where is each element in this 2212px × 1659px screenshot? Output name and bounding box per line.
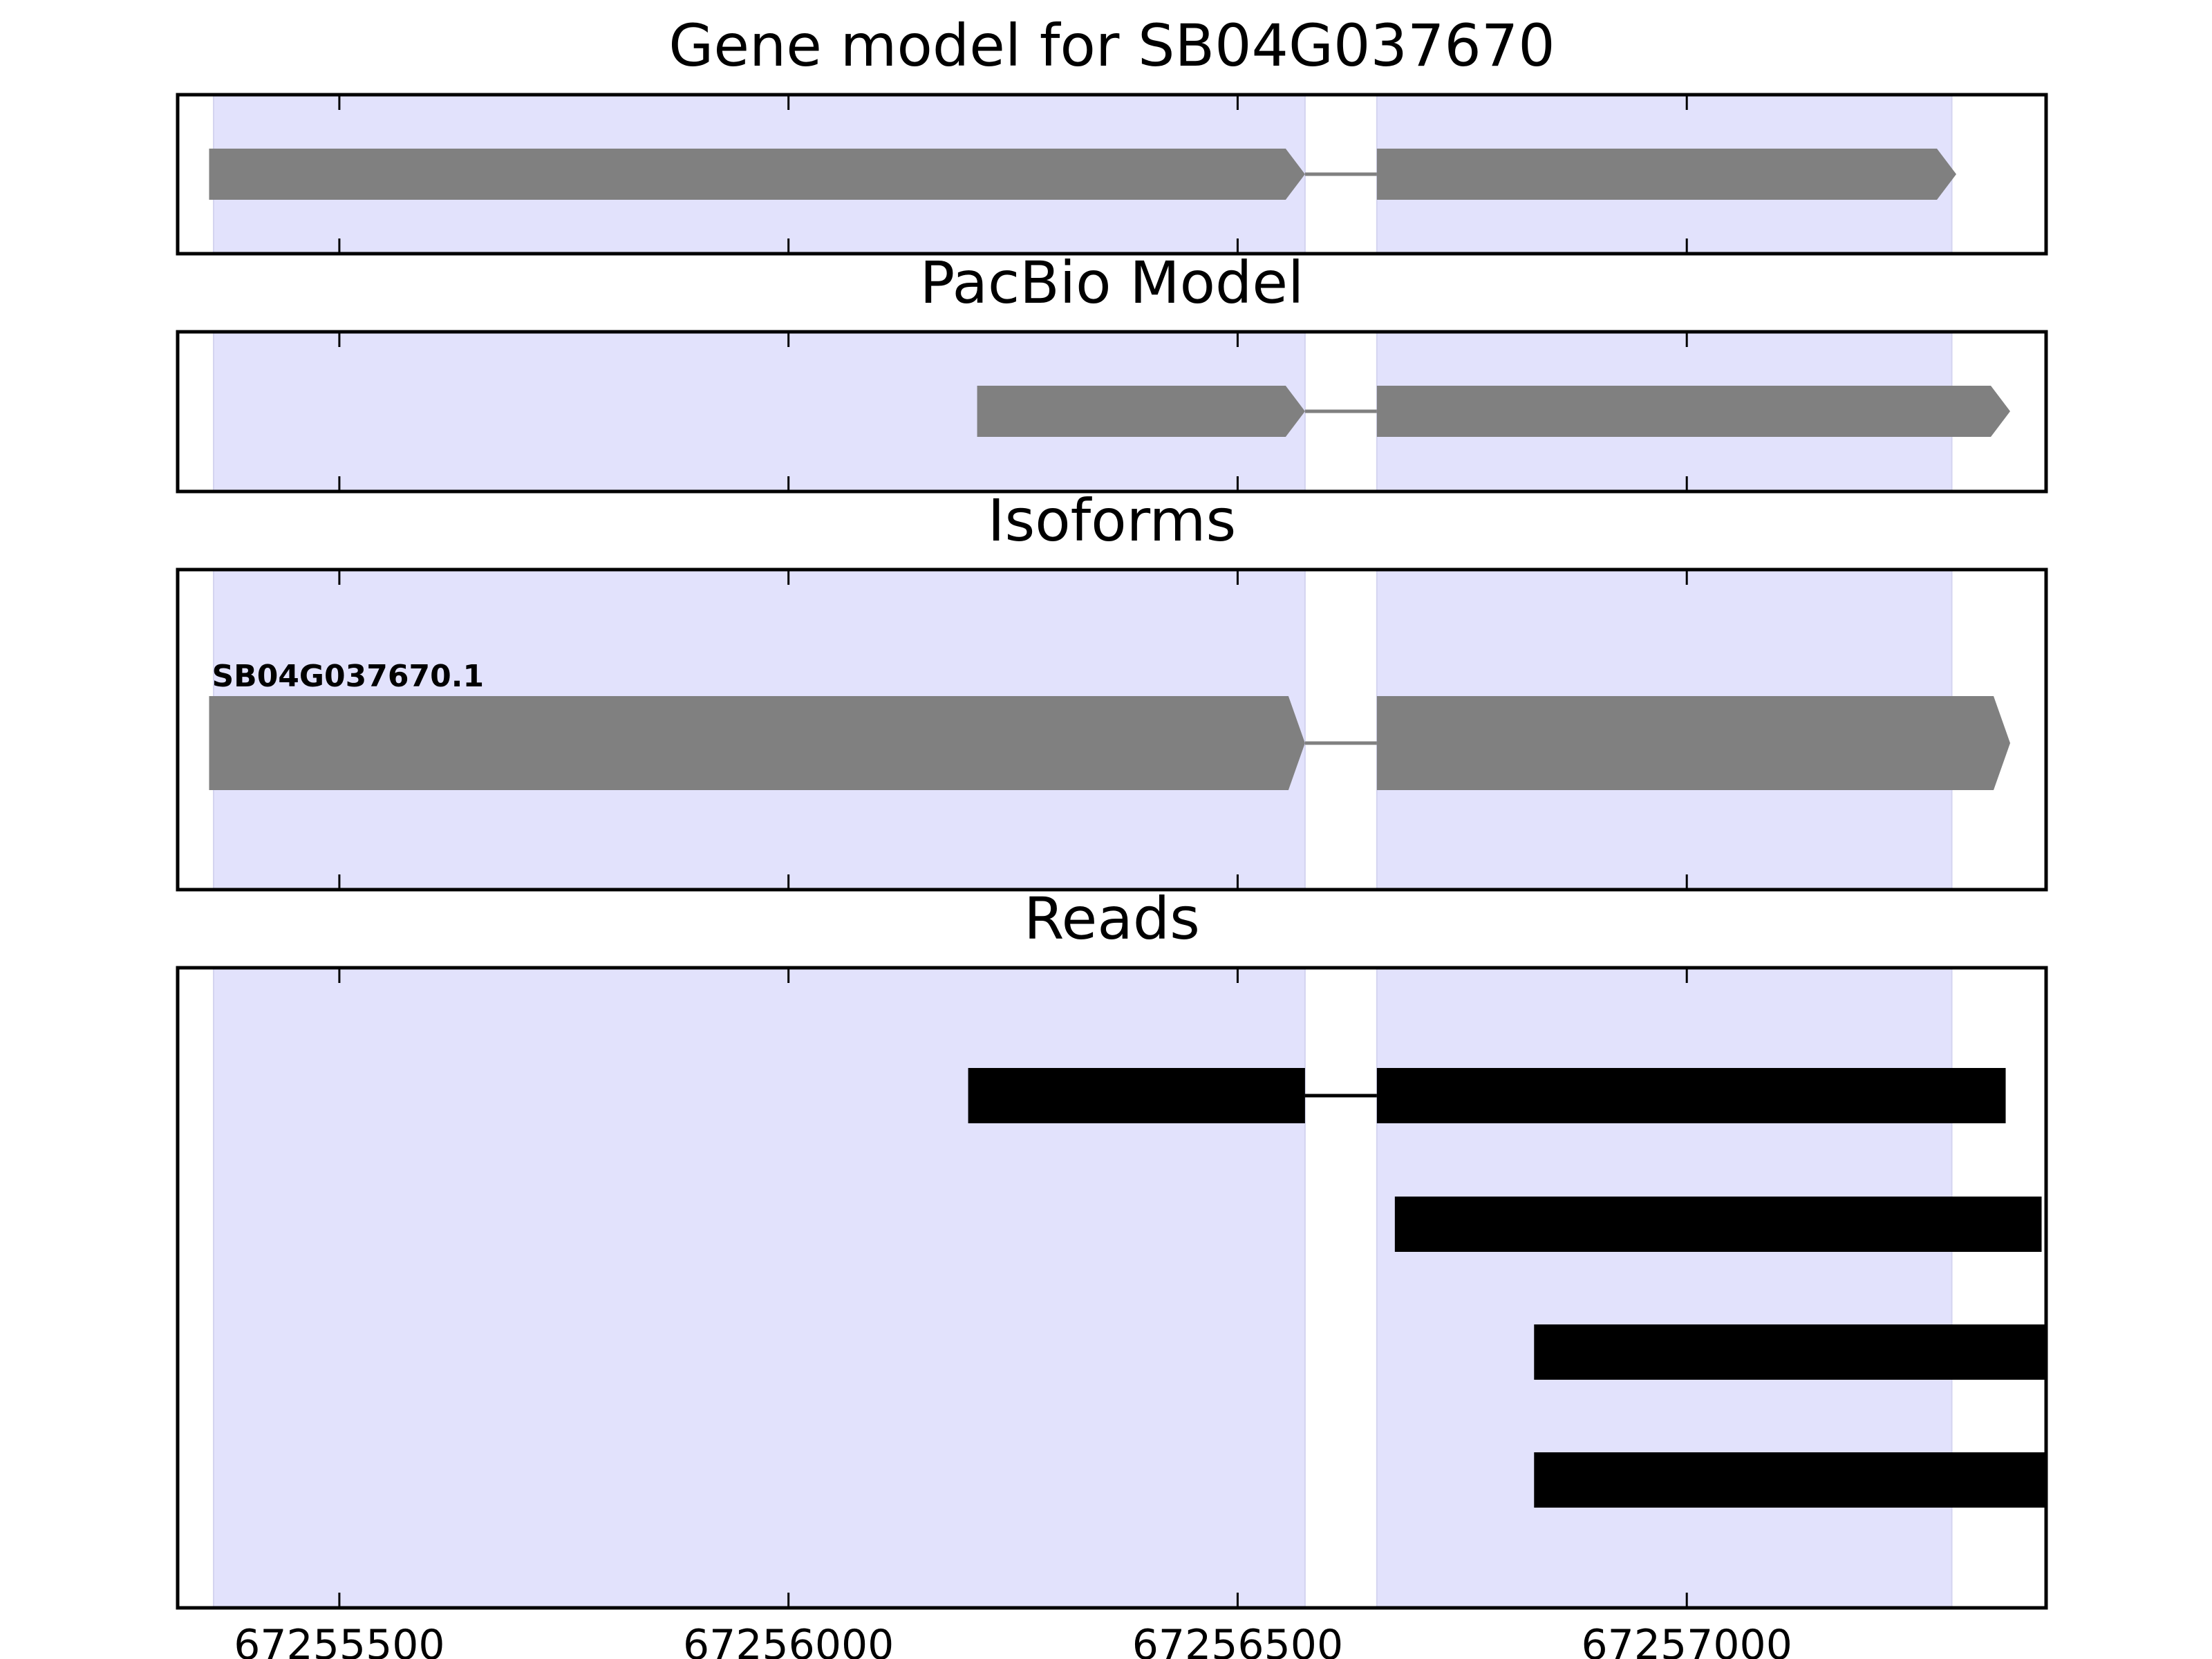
exon-arrow — [1376, 149, 1957, 200]
exon-arrow — [1376, 696, 2011, 790]
x-tick-label: 67255500 — [234, 1621, 444, 1659]
x-tick-label: 67256000 — [683, 1621, 894, 1659]
track — [1534, 1324, 2046, 1380]
exon-shading — [1376, 967, 1953, 1609]
track: SB04G037670.1 — [209, 659, 2011, 790]
exon-arrow — [1376, 386, 2011, 437]
x-tick-label: 67256500 — [1132, 1621, 1343, 1659]
exon-arrow — [209, 696, 1305, 790]
panel-title: Isoforms — [988, 487, 1237, 554]
track — [209, 149, 1957, 200]
panel-frame — [176, 568, 2048, 892]
panel-3: Reads 67255500 67256000 67256500 67257000 — [176, 885, 2048, 1659]
panel-frame — [176, 93, 2048, 256]
exon-arrow — [977, 386, 1305, 437]
track — [1534, 1452, 2046, 1508]
panel-1: PacBio Model — [176, 249, 2048, 494]
x-tick-label: 67257000 — [1581, 1621, 1792, 1659]
panel-2: Isoforms SB04G037670.1 — [176, 487, 2048, 892]
panel-title: Reads — [1024, 885, 1200, 953]
read-segment — [1394, 1197, 2042, 1252]
read-segment — [1534, 1324, 2046, 1380]
read-segment — [1534, 1452, 2046, 1508]
panel-title: PacBio Model — [920, 249, 1304, 317]
track — [968, 1068, 2006, 1123]
panel-frame — [176, 330, 2048, 494]
exon-shading — [212, 967, 1306, 1609]
read-segment — [968, 1068, 1305, 1123]
panel-frame — [176, 966, 2048, 1610]
panel-0: Gene model for SB04G037670 — [176, 12, 2048, 256]
isoform-label: SB04G037670.1 — [212, 659, 484, 694]
panel-title: Gene model for SB04G037670 — [668, 12, 1555, 79]
exon-arrow — [209, 149, 1305, 200]
read-segment — [1376, 1068, 2006, 1123]
track — [977, 386, 2011, 437]
track — [1394, 1197, 2042, 1252]
